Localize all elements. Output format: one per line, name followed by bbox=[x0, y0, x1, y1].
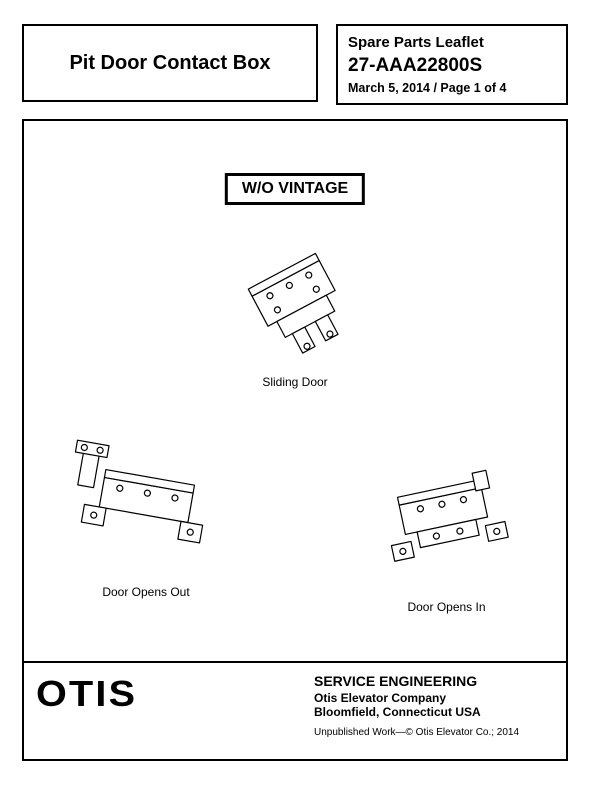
footer-text-block: SERVICE ENGINEERING Otis Elevator Compan… bbox=[314, 673, 554, 738]
document-title: Pit Door Contact Box bbox=[69, 52, 270, 75]
diagram-door-opens-in: Door Opens In bbox=[359, 446, 534, 614]
footer-copyright: Unpublished Work—© Otis Elevator Co.; 20… bbox=[314, 727, 554, 738]
vintage-label: W/O VINTAGE bbox=[225, 173, 365, 205]
footer-location: Bloomfield, Connecticut USA bbox=[314, 705, 554, 719]
sliding-door-caption: Sliding Door bbox=[225, 375, 365, 389]
leaflet-label: Spare Parts Leaflet bbox=[348, 34, 556, 51]
part-number: 27-AAA22800S bbox=[348, 55, 556, 77]
door-opens-in-drawing bbox=[359, 446, 534, 596]
diagram-door-opens-out: Door Opens Out bbox=[46, 431, 246, 599]
date-page: March 5, 2014 / Page 1 of 4 bbox=[348, 81, 556, 95]
footer-department: SERVICE ENGINEERING bbox=[314, 673, 554, 689]
door-opens-out-drawing bbox=[46, 431, 246, 581]
meta-box: Spare Parts Leaflet 27-AAA22800S March 5… bbox=[336, 24, 568, 105]
footer: OTIS SERVICE ENGINEERING Otis Elevator C… bbox=[24, 663, 566, 759]
diagram-sliding-door: Sliding Door bbox=[225, 231, 365, 389]
title-box: Pit Door Contact Box bbox=[22, 24, 318, 102]
otis-logo: OTIS bbox=[36, 673, 137, 715]
main-frame: W/O VINTAGE Sliding Door bbox=[22, 119, 568, 761]
door-opens-in-caption: Door Opens In bbox=[359, 600, 534, 614]
door-opens-out-caption: Door Opens Out bbox=[46, 585, 246, 599]
sliding-door-drawing bbox=[225, 231, 365, 371]
footer-company: Otis Elevator Company bbox=[314, 691, 554, 705]
header-row: Pit Door Contact Box Spare Parts Leaflet… bbox=[22, 24, 568, 105]
